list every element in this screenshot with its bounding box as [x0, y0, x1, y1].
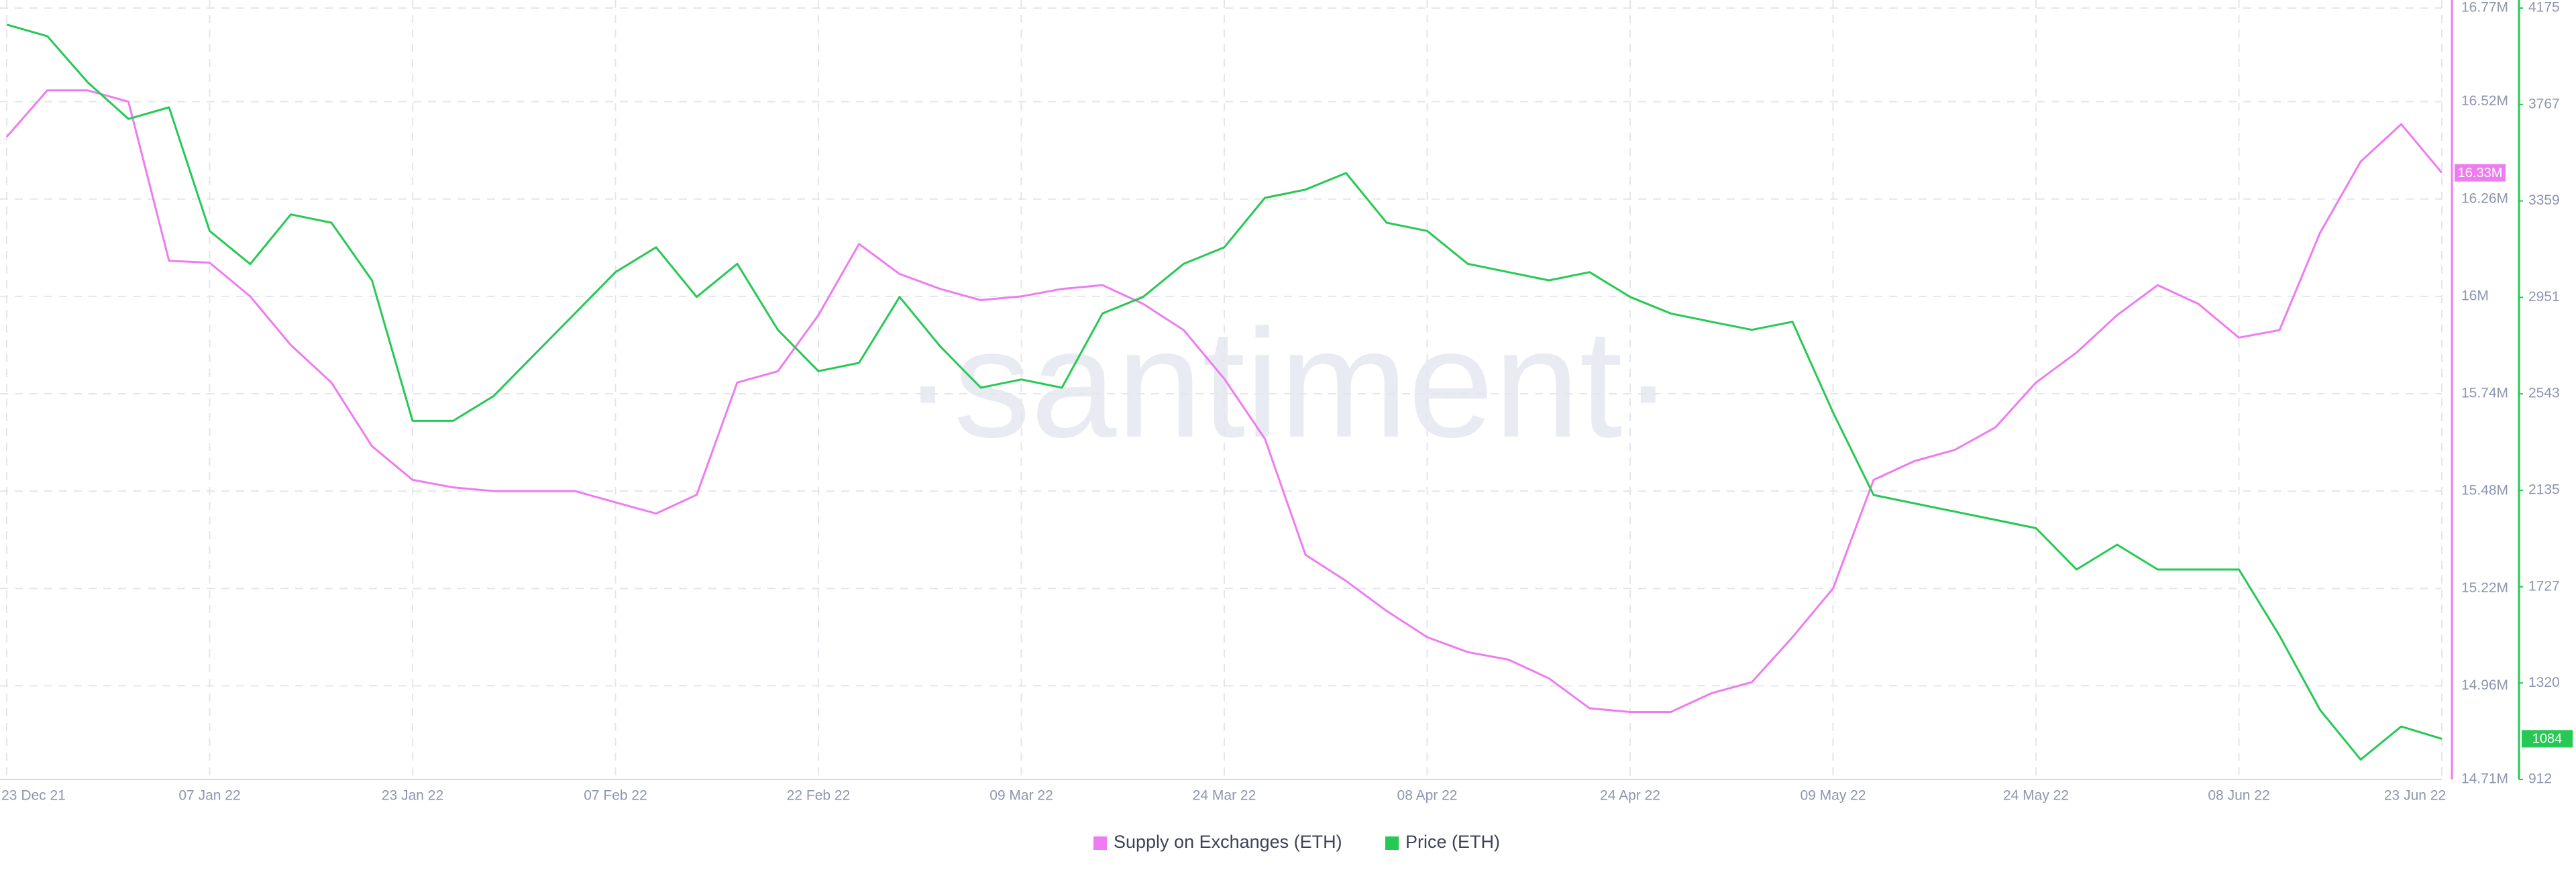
value-badge [2522, 730, 2573, 748]
x-tick-label: 22 Feb 22 [787, 788, 851, 804]
legend-label: Supply on Exchanges (ETH) [1114, 832, 1342, 852]
value-badge-label: 1084 [2532, 732, 2563, 747]
y-tick-label: 16.52M [2461, 93, 2508, 109]
x-tick-label: 24 Mar 22 [1193, 788, 1256, 804]
x-tick-label: 23 Dec 21 [1, 788, 66, 804]
x-tick-label: 24 May 22 [2003, 788, 2069, 804]
x-tick-label: 07 Jan 22 [178, 788, 240, 804]
legend-swatch [1093, 836, 1107, 850]
y2-tick-label: 2951 [2528, 289, 2560, 305]
watermark: ·santiment· [902, 297, 1674, 470]
y2-tick-label: 3359 [2528, 193, 2560, 208]
legend-label: Price (ETH) [1405, 832, 1500, 852]
x-tick-label: 24 Apr 22 [1600, 788, 1660, 804]
x-tick-label: 08 Apr 22 [1397, 788, 1458, 804]
x-tick-label: 23 Jun 22 [2384, 788, 2446, 804]
x-tick-label: 09 Mar 22 [989, 788, 1053, 804]
y2-tick-label: 3767 [2528, 96, 2560, 111]
x-tick-label: 09 May 22 [1800, 788, 1866, 804]
y2-tick-label: 2543 [2528, 386, 2560, 401]
y2-tick-label: 1320 [2528, 675, 2560, 690]
y-tick-label: 14.71M [2461, 771, 2508, 787]
series-line [5, 89, 2443, 713]
y2-tick-label: 4175 [2528, 0, 2560, 15]
y-tick-label: 15.22M [2461, 580, 2508, 596]
y-tick-label: 15.74M [2461, 386, 2508, 401]
series-line [6, 23, 2443, 761]
y-tick-label: 16.77M [2461, 0, 2508, 15]
y-tick-label: 16.26M [2461, 190, 2508, 206]
x-tick-label: 23 Jan 22 [382, 788, 443, 804]
y2-tick-label: 912 [2528, 771, 2552, 787]
y2-tick-label: 2135 [2528, 482, 2560, 498]
y-tick-label: 15.48M [2461, 483, 2508, 498]
y-tick-label: 16M [2461, 288, 2489, 303]
value-badge [2455, 164, 2506, 182]
legend-swatch [1385, 836, 1399, 850]
value-badge-label: 16.33M [2458, 166, 2503, 180]
y-tick-label: 14.96M [2461, 677, 2508, 693]
x-tick-label: 08 Jun 22 [2208, 788, 2269, 804]
x-tick-label: 07 Feb 22 [584, 788, 647, 804]
y2-tick-label: 1727 [2528, 578, 2560, 594]
